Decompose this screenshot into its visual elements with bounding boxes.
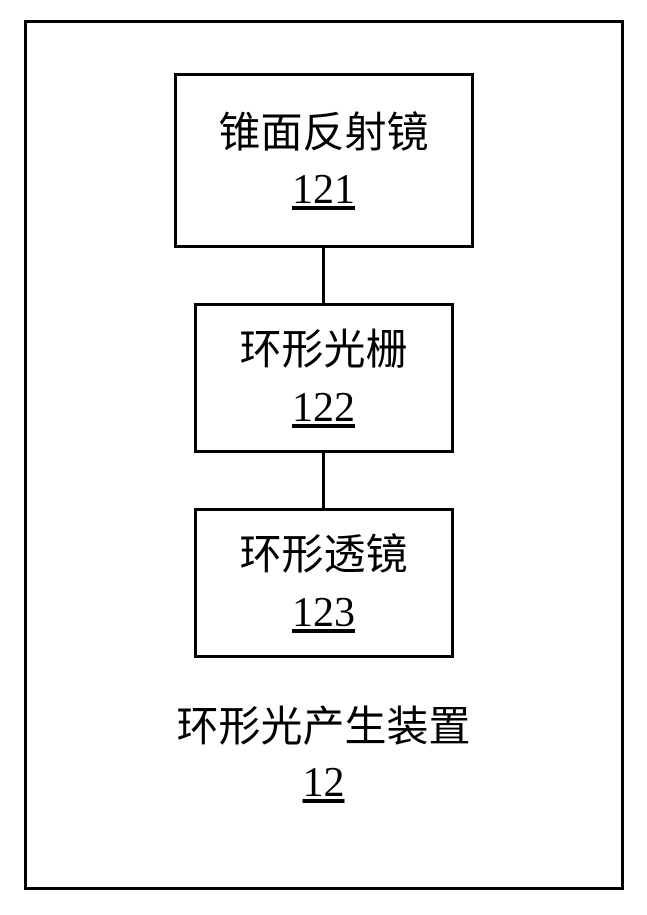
connector-line [322, 453, 325, 508]
outer-label: 环形光产生装置 12 [176, 693, 470, 807]
connector-line [322, 248, 325, 303]
box-number: 121 [292, 166, 355, 214]
box-ring-grating: 环形光栅 122 [194, 303, 454, 453]
box-title: 锥面反射镜 [218, 107, 428, 162]
box-title: 环形光栅 [239, 324, 407, 379]
box-title: 环形透镜 [239, 529, 407, 584]
diagram-container: 锥面反射镜 121 环形光栅 122 环形透镜 123 环形光产生装置 12 [24, 20, 624, 890]
box-ring-lens: 环形透镜 123 [194, 508, 454, 658]
box-number: 122 [292, 384, 355, 432]
box-number: 123 [292, 589, 355, 637]
box-cone-mirror: 锥面反射镜 121 [174, 73, 474, 248]
outer-title: 环形光产生装置 [176, 693, 470, 754]
outer-number: 12 [302, 759, 344, 807]
